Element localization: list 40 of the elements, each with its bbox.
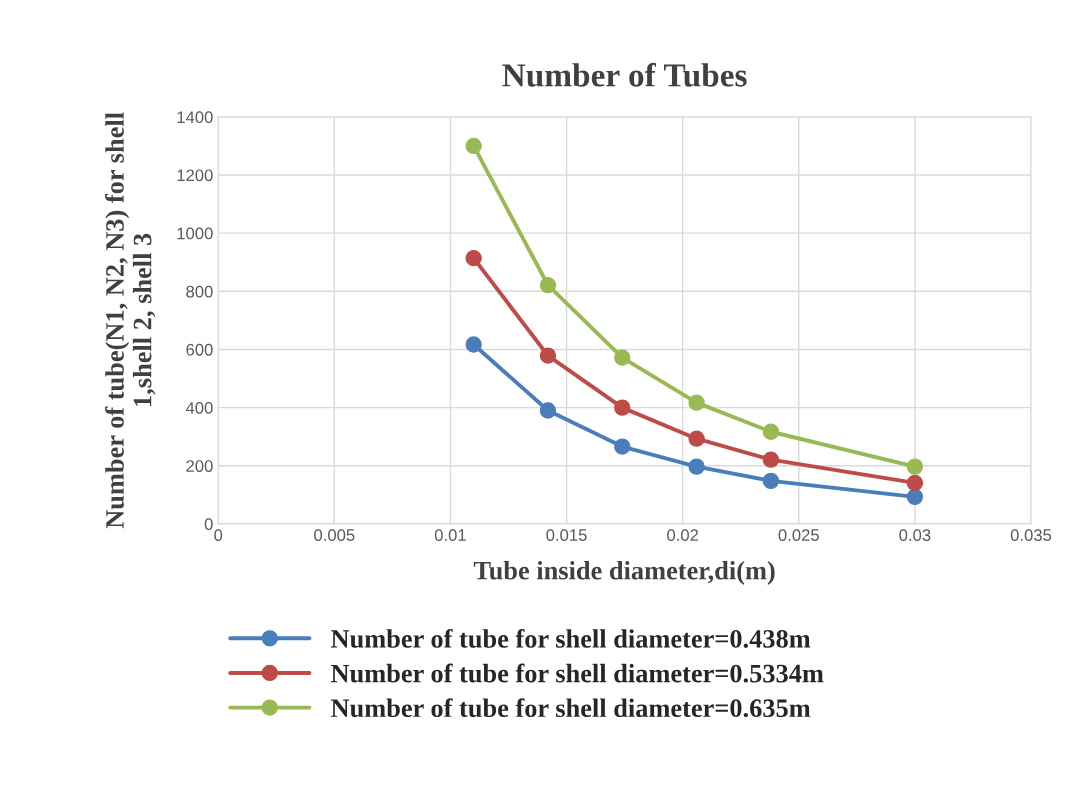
- x-tick-label: 0.015: [546, 529, 587, 541]
- y-tick-label: 1400: [177, 111, 213, 124]
- point: [614, 349, 631, 366]
- y-tick-label: 600: [186, 343, 213, 356]
- x-axis-title: Tube inside diameter,di(m): [473, 560, 775, 585]
- y-tick-label: 1200: [177, 169, 213, 182]
- point: [688, 430, 705, 447]
- y-tick-label: 0: [204, 518, 213, 531]
- y-axis-title: Number of tube(N1, N2, N3) for shell 1,shell 2, shell 3: [105, 112, 156, 529]
- point: [762, 451, 780, 468]
- x-tick-label: 0.035: [1010, 529, 1052, 541]
- point: [688, 458, 705, 475]
- point: [762, 423, 780, 440]
- point: [539, 277, 557, 294]
- y-tick-label: 400: [185, 402, 213, 414]
- x-tick-label: 0.025: [778, 529, 819, 541]
- legend-label: Number of tube for shell diameter=0.438m: [330, 628, 811, 648]
- point: [906, 458, 924, 475]
- point: [762, 472, 780, 490]
- x-tick-label: 0.005: [314, 529, 355, 541]
- point: [539, 402, 557, 419]
- legend-label: Number of tube for shell diameter=0.5334m: [330, 663, 824, 683]
- y-tick-label: 800: [186, 285, 213, 298]
- y-tick-label: 1000: [177, 227, 213, 240]
- point: [906, 488, 924, 506]
- point: [465, 336, 482, 353]
- x-tick-label: 0.02: [667, 529, 699, 541]
- x-tick-label: 0.01: [434, 529, 466, 541]
- x-tick-label: 0: [214, 529, 223, 541]
- x-tick-label: 0.03: [899, 529, 931, 541]
- point: [539, 347, 557, 364]
- point: [906, 474, 924, 492]
- legend-label: Number of tube for shell diameter=0.635m: [330, 698, 811, 718]
- point: [614, 438, 631, 455]
- y-tick-label: 200: [186, 460, 213, 472]
- chart-title: Number of Tubes: [502, 62, 747, 87]
- point: [465, 250, 482, 267]
- point: [614, 399, 631, 416]
- point: [465, 137, 482, 155]
- point: [688, 394, 705, 411]
